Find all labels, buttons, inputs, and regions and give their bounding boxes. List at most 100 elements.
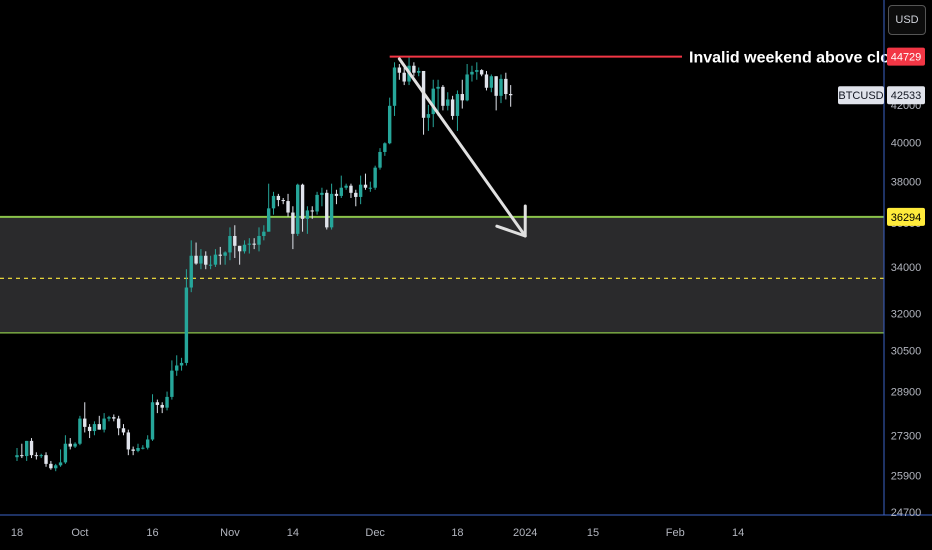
candle [24, 440, 29, 461]
candle [247, 238, 252, 254]
zone-fill [0, 216, 884, 333]
candle-body [300, 184, 305, 219]
candle-body [436, 86, 440, 89]
annotation-label: Invalid weekend above close [689, 50, 908, 67]
price-tick-label: 32000 [891, 308, 922, 320]
candle-body [97, 424, 101, 430]
candle-body [223, 252, 227, 256]
candle [450, 95, 455, 120]
candle-body [363, 184, 368, 188]
price-tick-label: 34000 [891, 262, 922, 274]
candle-body [194, 255, 198, 264]
candle-body [504, 78, 508, 95]
candle-body [315, 194, 319, 212]
candle [136, 443, 140, 453]
time-tick-label: Oct [71, 527, 88, 539]
candle-body [358, 184, 363, 197]
candle [223, 251, 227, 265]
candle-body [499, 78, 503, 96]
time-tick-label: 2024 [513, 527, 537, 539]
candle-body [383, 143, 387, 152]
candle [271, 191, 276, 215]
price-label-pill [887, 207, 925, 226]
candle-body [271, 195, 276, 209]
candle [150, 394, 155, 441]
candle-body [44, 455, 48, 464]
candle [494, 76, 498, 111]
candle [15, 447, 19, 461]
candle-body [87, 426, 92, 432]
candle [83, 402, 87, 433]
candle-body [325, 192, 329, 228]
candle [141, 445, 145, 450]
symbol-label-text: BTCUSD [838, 90, 883, 102]
candle-body [92, 424, 97, 432]
candle [237, 245, 242, 265]
candle-body [397, 67, 402, 73]
candle [199, 249, 203, 270]
candle-body [78, 418, 82, 444]
candle-body [339, 187, 343, 196]
candle-body [281, 200, 285, 202]
candle-body [475, 70, 479, 72]
price-tick-label: 28900 [891, 387, 922, 399]
candle [383, 142, 387, 156]
candle [325, 189, 329, 230]
candle-body [257, 236, 261, 245]
candle-body [508, 94, 513, 96]
candle [228, 227, 232, 261]
candle [286, 193, 290, 217]
candle [431, 79, 435, 128]
candle [329, 183, 334, 230]
candle-body [266, 208, 271, 232]
candle-body [131, 449, 135, 451]
candle [54, 463, 58, 472]
candle-body [296, 184, 300, 234]
candle-body [126, 432, 131, 450]
candle [107, 415, 111, 422]
candle-body [218, 254, 222, 256]
candle [455, 90, 460, 131]
candle-body [68, 443, 72, 447]
candle-body [387, 105, 392, 144]
candle-body [20, 455, 24, 457]
arrow-head [495, 204, 527, 238]
support-zone [0, 215, 884, 334]
price-label-pill [887, 86, 925, 105]
candle [262, 225, 266, 241]
candle-body [83, 418, 87, 427]
candle-body [489, 76, 494, 88]
time-tick-label: Feb [666, 527, 685, 539]
candle [20, 443, 24, 459]
price-label-text: 44729 [891, 52, 922, 64]
candle [242, 240, 247, 254]
candle [489, 74, 494, 93]
candle [499, 74, 503, 104]
candle-body [262, 231, 266, 237]
candle-body [252, 243, 256, 245]
candle-body [116, 418, 121, 429]
price-label-text: 42533 [891, 90, 922, 102]
candle-body [165, 396, 169, 408]
candle-body [470, 71, 474, 75]
candle [387, 97, 392, 145]
candle [92, 421, 97, 436]
candle-body [441, 86, 445, 106]
candle [39, 453, 43, 459]
candle-body [102, 418, 106, 430]
candle [233, 225, 237, 258]
candle [358, 175, 363, 205]
currency-button[interactable]: USD [888, 5, 926, 35]
candle-body [24, 440, 29, 457]
candle [218, 246, 222, 265]
candle [58, 449, 63, 467]
candle-body [49, 463, 53, 469]
candle [441, 85, 445, 111]
candle-body [450, 99, 455, 116]
candle-body [479, 70, 484, 75]
candle-body [141, 447, 145, 449]
candle [320, 187, 324, 207]
candle [208, 255, 213, 270]
candle [34, 452, 39, 460]
